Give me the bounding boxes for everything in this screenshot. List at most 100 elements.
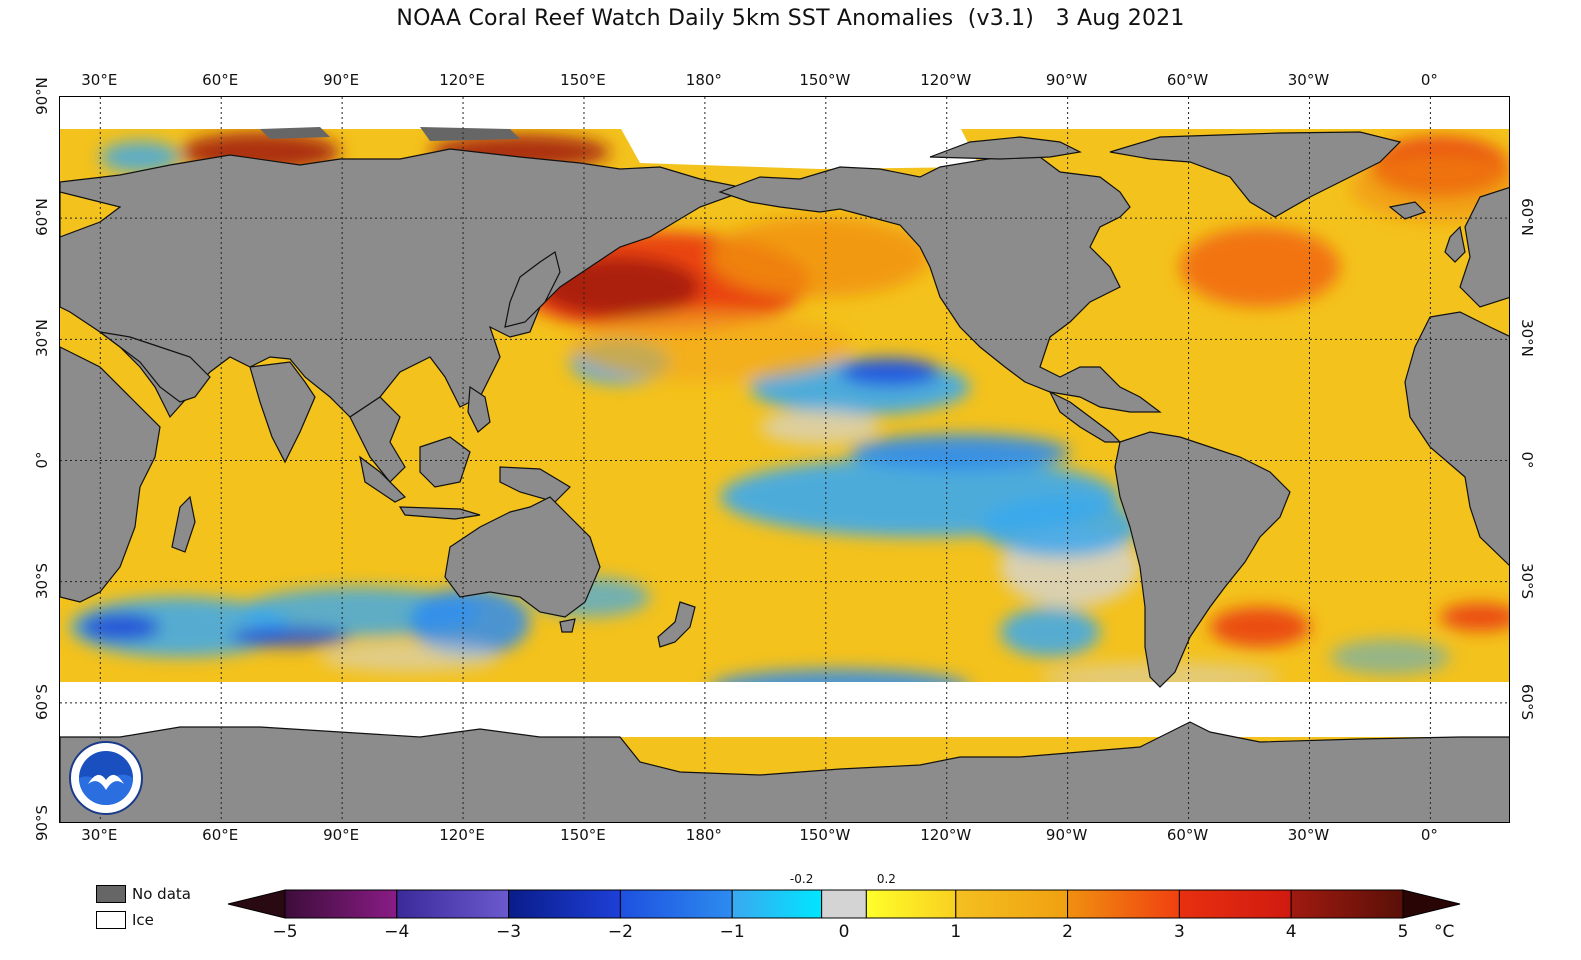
colorbar-tick-label: 5 — [1397, 922, 1409, 942]
land-tasmania — [559, 618, 576, 633]
legend-no-data: No data — [96, 881, 191, 907]
land-india — [249, 361, 316, 464]
no-data-label: No data — [132, 885, 191, 903]
map-title: NOAA Coral Reef Watch Daily 5km SST Anom… — [396, 6, 1185, 31]
colorbar-tick-label: −4 — [384, 922, 410, 942]
colorbar-segment — [955, 889, 1069, 919]
land-europe-west — [1459, 187, 1509, 308]
ice-swatch — [96, 911, 126, 929]
longitude-label: 30°W — [1287, 71, 1330, 89]
land-japan — [504, 251, 561, 328]
map-canvas — [60, 97, 1509, 822]
longitude-label: 30°W — [1287, 826, 1330, 844]
colorbar-tick-label: −1 — [719, 922, 745, 942]
colorbar-tick-label: 3 — [1173, 922, 1185, 942]
colorbar-segment — [1067, 889, 1180, 919]
longitude-label: 150°W — [799, 71, 851, 89]
colorbar-segment — [1178, 889, 1292, 919]
latitude-label: 30°S — [33, 562, 51, 599]
colorbar-segment — [1290, 889, 1404, 919]
sst-anomaly-map — [59, 96, 1510, 823]
anomaly-patch — [100, 141, 180, 173]
land-masses — [60, 131, 1509, 822]
anomaly-patch — [320, 642, 500, 672]
latitude-label: 90°N — [33, 77, 51, 115]
southern-sea-ice — [60, 682, 1509, 737]
no-data-areas — [260, 127, 520, 141]
colorbar-low-extension — [227, 889, 286, 919]
longitude-label: 180° — [685, 71, 722, 89]
latitude-label: 30°S — [1518, 562, 1536, 599]
longitude-label: 30°E — [81, 71, 118, 89]
longitude-label: 60°W — [1166, 71, 1209, 89]
colorbar-unit: °C — [1434, 922, 1455, 942]
colorbar-tick-label: 2 — [1062, 922, 1074, 942]
land-iceland — [1388, 201, 1427, 220]
land-australia — [444, 496, 601, 618]
longitude-label: 120°E — [439, 71, 485, 89]
longitude-label: 30°E — [81, 826, 118, 844]
latitude-label: 60°S — [1518, 683, 1536, 720]
anomaly-patch — [1000, 607, 1100, 657]
colorbar-segment — [821, 889, 867, 919]
land-philippines — [467, 385, 491, 433]
land-java — [398, 506, 481, 520]
latitude-label: 30°N — [1518, 319, 1536, 358]
anomaly-patch — [230, 627, 350, 647]
longitude-label: 90°E — [323, 826, 360, 844]
anomaly-patch — [1440, 603, 1509, 631]
latitude-label: 0° — [1518, 450, 1536, 469]
anomaly-patch — [850, 434, 1070, 470]
arctic-sea-ice — [620, 127, 980, 169]
ice-areas — [60, 97, 1509, 737]
land-uk — [1444, 225, 1466, 263]
longitude-label: 120°W — [920, 826, 972, 844]
anomaly-patch — [70, 597, 290, 657]
longitude-label: 180° — [685, 826, 722, 844]
colorbar-tick-label: 1 — [950, 922, 962, 942]
colorbar-segment — [731, 889, 823, 919]
longitude-label: 90°W — [1045, 71, 1088, 89]
land-antarctica — [60, 721, 1509, 822]
colorbar-high-extension — [1402, 889, 1461, 919]
anomaly-patch — [840, 358, 940, 386]
land-madagascar — [171, 495, 196, 553]
longitude-label: 60°E — [202, 71, 239, 89]
legend-key: No data Ice — [96, 881, 191, 933]
longitude-label: 60°W — [1166, 826, 1209, 844]
colorbar-small-label: -0.2 — [789, 872, 814, 886]
longitude-label: 120°W — [920, 71, 972, 89]
colorbar-tick-label: −3 — [496, 922, 522, 942]
latitude-label: 60°N — [33, 198, 51, 237]
land-greenland — [1109, 131, 1402, 218]
colorbar-tick-label: 4 — [1285, 922, 1297, 942]
land-new-zealand — [657, 601, 696, 648]
anomaly-patch — [570, 312, 850, 382]
ice-label: Ice — [132, 911, 154, 929]
anomaly-patch — [410, 587, 530, 657]
colorbar-segment — [508, 889, 621, 919]
land-arabia — [99, 331, 211, 403]
colorbar-tick-label: −5 — [272, 922, 298, 942]
colorbar-segment — [396, 889, 510, 919]
colorbar-segment — [619, 889, 733, 919]
colorbar-segment — [284, 889, 398, 919]
land-africa-east — [60, 346, 161, 603]
longitude-label: 150°E — [560, 826, 606, 844]
longitude-label: 0° — [1420, 826, 1438, 844]
arctic-sea-ice-top — [60, 97, 1509, 129]
anomaly-patch — [1330, 639, 1450, 675]
latitude-label: 30°N — [33, 319, 51, 358]
longitude-label: 150°E — [560, 71, 606, 89]
longitude-label: 90°W — [1045, 826, 1088, 844]
land-arctic-islands — [929, 136, 1082, 160]
land-south-america — [1114, 431, 1291, 688]
anomaly-patch — [1210, 607, 1310, 647]
colorbar-small-label: 0.2 — [876, 872, 896, 886]
no-data-patch — [420, 127, 520, 141]
anomaly-patch — [80, 613, 160, 641]
anomaly-patch — [1350, 152, 1509, 222]
longitude-label: 120°E — [439, 826, 485, 844]
latitude-label: 60°N — [1518, 198, 1536, 237]
no-data-swatch — [96, 885, 126, 903]
